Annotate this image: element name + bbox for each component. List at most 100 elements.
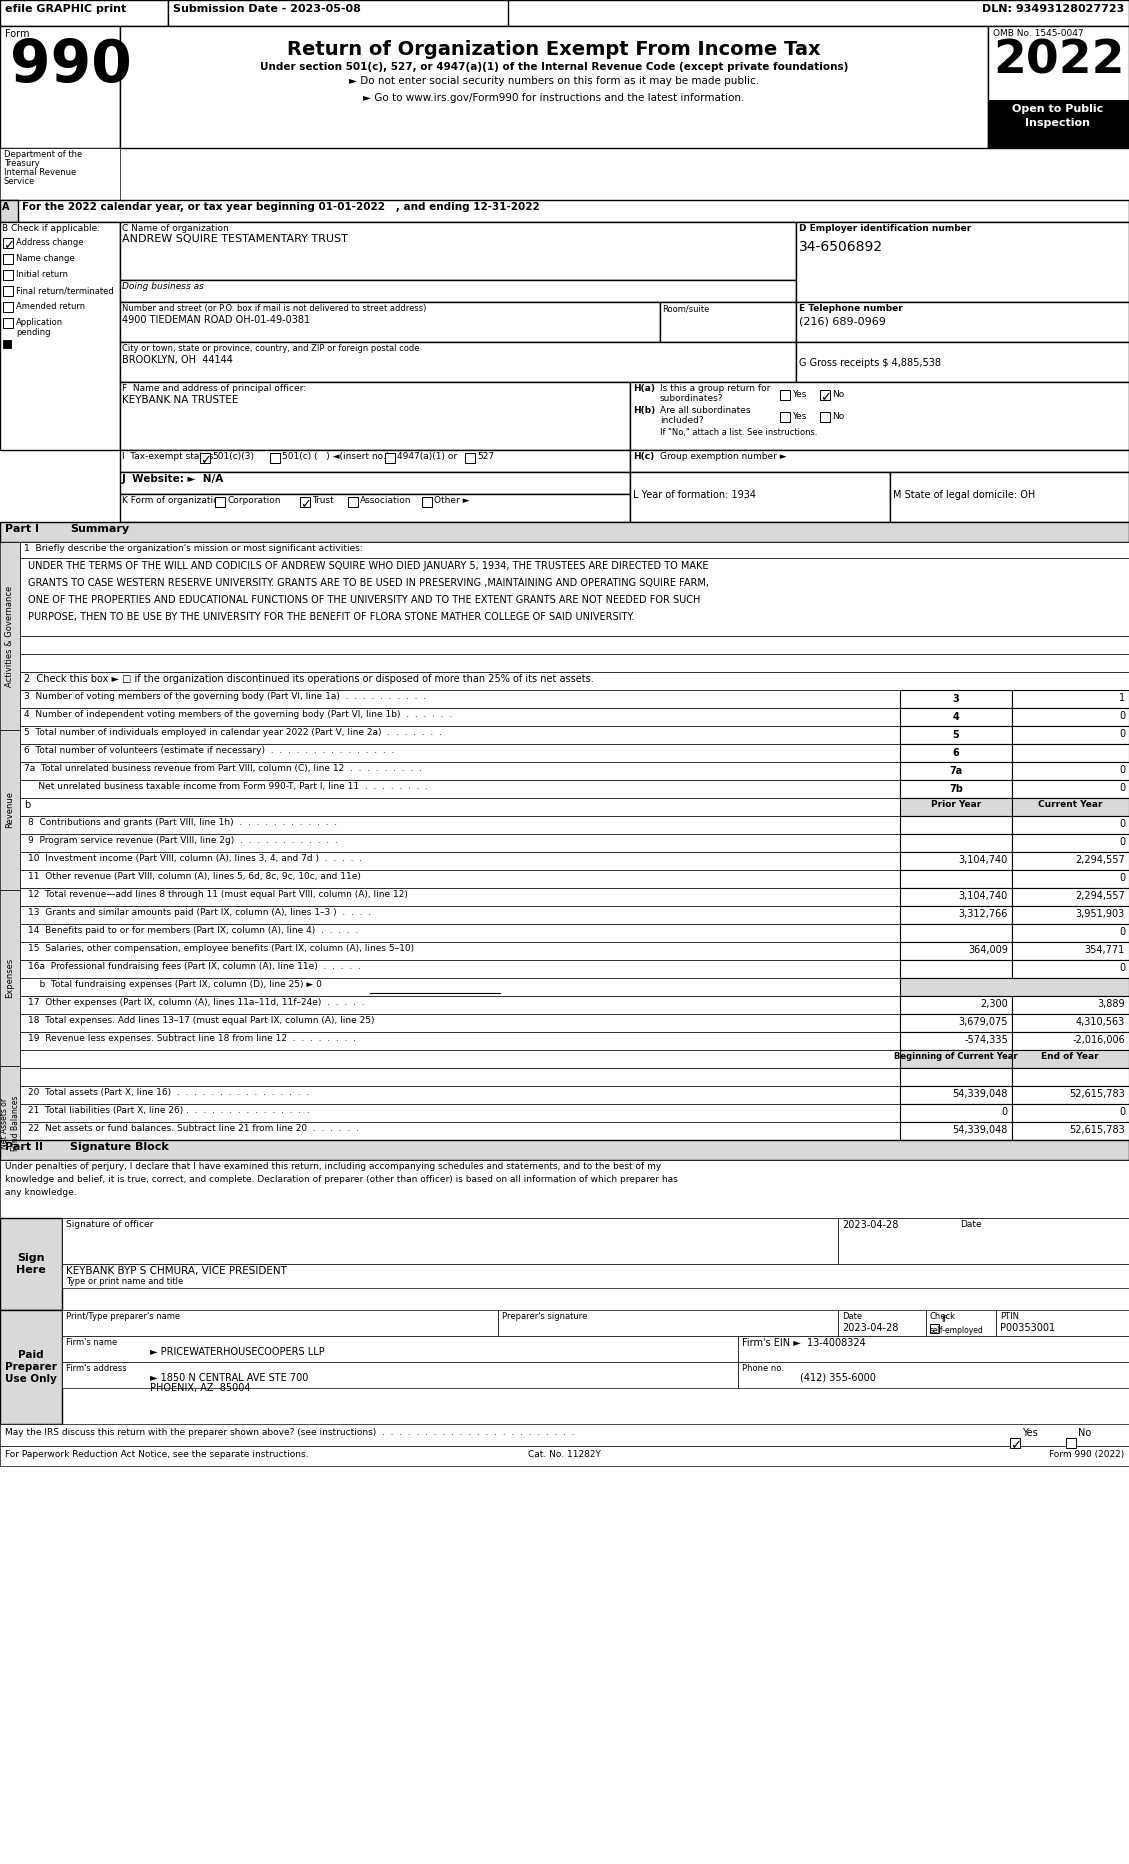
- Text: 3  Number of voting members of the governing body (Part VI, line 1a)  .  .  .  .: 3 Number of voting members of the govern…: [24, 692, 426, 701]
- Bar: [120, 26, 988, 147]
- Bar: [0, 731, 20, 889]
- Text: If "No," attach a list. See instructions.: If "No," attach a list. See instructions…: [660, 429, 817, 436]
- Bar: [1012, 816, 1129, 833]
- Bar: [630, 472, 890, 522]
- Bar: [796, 341, 1129, 382]
- Bar: [62, 1310, 498, 1336]
- Bar: [0, 0, 1129, 26]
- Text: PURPOSE, THEN TO BE USE BY THE UNIVERSITY FOR THE BENEFIT OF FLORA STONE MATHER : PURPOSE, THEN TO BE USE BY THE UNIVERSIT…: [28, 611, 634, 623]
- Text: Internal Revenue: Internal Revenue: [5, 168, 77, 177]
- Text: Inspection: Inspection: [1025, 117, 1091, 129]
- Text: included?: included?: [660, 416, 703, 425]
- Text: Submission Date - 2023-05-08: Submission Date - 2023-05-08: [173, 4, 361, 15]
- Text: Firm's address: Firm's address: [65, 1364, 126, 1374]
- Bar: [1012, 1049, 1129, 1068]
- Text: 4: 4: [953, 712, 960, 721]
- Text: 0: 0: [1119, 818, 1124, 829]
- Text: 15  Salaries, other compensation, employee benefits (Part IX, column (A), lines : 15 Salaries, other compensation, employe…: [28, 943, 414, 953]
- Bar: [20, 906, 900, 925]
- Text: Part II: Part II: [5, 1143, 43, 1152]
- Text: 13  Grants and similar amounts paid (Part IX, column (A), lines 1–3 )  .  .  .  : 13 Grants and similar amounts paid (Part…: [28, 908, 371, 917]
- Bar: [900, 798, 1012, 816]
- Text: Revenue: Revenue: [6, 792, 15, 828]
- Bar: [300, 498, 310, 507]
- Text: 16a  Professional fundraising fees (Part IX, column (A), line 11e)  .  .  .  .  : 16a Professional fundraising fees (Part …: [28, 962, 361, 971]
- Bar: [930, 1323, 939, 1333]
- Text: Current Year: Current Year: [1038, 800, 1102, 809]
- Text: efile GRAPHIC print: efile GRAPHIC print: [5, 4, 126, 15]
- Bar: [900, 960, 1012, 979]
- Text: Phone no.: Phone no.: [742, 1364, 784, 1374]
- Text: 10  Investment income (Part VIII, column (A), lines 3, 4, and 7d )  .  .  .  .  : 10 Investment income (Part VIII, column …: [28, 854, 362, 863]
- Text: Open to Public: Open to Public: [1013, 104, 1104, 114]
- Text: Prior Year: Prior Year: [931, 800, 981, 809]
- Text: F  Name and address of principal officer:: F Name and address of principal officer:: [122, 384, 306, 393]
- Text: 4  Number of independent voting members of the governing body (Part VI, line 1b): 4 Number of independent voting members o…: [24, 710, 453, 720]
- Text: 2,294,557: 2,294,557: [1075, 891, 1124, 900]
- Text: L Year of formation: 1934: L Year of formation: 1934: [633, 490, 756, 500]
- Bar: [900, 1014, 1012, 1033]
- Text: 0: 0: [1119, 1107, 1124, 1117]
- Bar: [385, 453, 395, 462]
- Bar: [1012, 870, 1129, 887]
- Bar: [0, 889, 20, 1066]
- Bar: [20, 779, 900, 798]
- Text: 3,104,740: 3,104,740: [959, 891, 1008, 900]
- Bar: [0, 1446, 1129, 1465]
- Text: Expenses: Expenses: [6, 958, 15, 997]
- Bar: [20, 833, 900, 852]
- Bar: [900, 762, 1012, 779]
- Bar: [900, 941, 1012, 960]
- Bar: [0, 222, 120, 449]
- Bar: [1012, 852, 1129, 870]
- Bar: [3, 339, 11, 349]
- Text: 2,300: 2,300: [980, 999, 1008, 1008]
- Text: -2,016,006: -2,016,006: [1073, 1035, 1124, 1046]
- Text: 22  Net assets or fund balances. Subtract line 21 from line 20  .  .  .  .  .  .: 22 Net assets or fund balances. Subtract…: [28, 1124, 359, 1133]
- Text: Firm's EIN ►  13-4008324: Firm's EIN ► 13-4008324: [742, 1338, 866, 1348]
- Text: 34-6506892: 34-6506892: [799, 240, 883, 254]
- Text: -574,335: -574,335: [964, 1035, 1008, 1046]
- Text: 0: 0: [1119, 964, 1124, 973]
- Bar: [900, 995, 1012, 1014]
- Bar: [120, 280, 796, 302]
- Bar: [1012, 1103, 1129, 1122]
- Text: 14  Benefits paid to or for members (Part IX, column (A), line 4)  .  .  .  .  .: 14 Benefits paid to or for members (Part…: [28, 926, 358, 936]
- Text: PTIN: PTIN: [1000, 1312, 1019, 1322]
- Bar: [1066, 1437, 1076, 1448]
- Text: Department of the: Department of the: [5, 149, 82, 158]
- Bar: [0, 26, 120, 147]
- Text: Signature Block: Signature Block: [70, 1143, 168, 1152]
- Text: 2  Check this box ► □ if the organization discontinued its operations or dispose: 2 Check this box ► □ if the organization…: [24, 675, 594, 684]
- Text: Paid
Preparer
Use Only: Paid Preparer Use Only: [5, 1350, 56, 1383]
- Bar: [120, 494, 630, 522]
- Text: C Name of organization: C Name of organization: [122, 224, 229, 233]
- Text: Is this a group return for: Is this a group return for: [660, 384, 770, 393]
- Bar: [900, 887, 1012, 906]
- Text: Check: Check: [930, 1312, 956, 1322]
- Bar: [120, 222, 796, 280]
- Text: 4,310,563: 4,310,563: [1076, 1018, 1124, 1027]
- Text: 18  Total expenses. Add lines 13–17 (must equal Part IX, column (A), line 25): 18 Total expenses. Add lines 13–17 (must…: [28, 1016, 375, 1025]
- Text: 2,294,557: 2,294,557: [1075, 856, 1124, 865]
- Text: Number and street (or P.O. box if mail is not delivered to street address): Number and street (or P.O. box if mail i…: [122, 304, 427, 313]
- Bar: [996, 1310, 1129, 1336]
- Bar: [3, 270, 14, 280]
- Text: 0: 0: [1119, 783, 1124, 792]
- Text: City or town, state or province, country, and ZIP or foreign postal code: City or town, state or province, country…: [122, 345, 420, 352]
- Text: No: No: [832, 412, 844, 421]
- Bar: [780, 390, 790, 401]
- Text: 1: 1: [1119, 693, 1124, 703]
- Bar: [900, 1103, 1012, 1122]
- Bar: [20, 690, 900, 708]
- Text: A: A: [2, 201, 9, 212]
- Bar: [1012, 762, 1129, 779]
- Bar: [62, 1217, 838, 1264]
- Bar: [20, 995, 900, 1014]
- Text: 54,339,048: 54,339,048: [953, 1089, 1008, 1100]
- Text: G Gross receipts $ 4,885,538: G Gross receipts $ 4,885,538: [799, 358, 940, 367]
- Bar: [630, 382, 1129, 449]
- Bar: [988, 101, 1129, 147]
- Text: I  Tax-exempt status:: I Tax-exempt status:: [122, 451, 217, 460]
- Text: 5  Total number of individuals employed in calendar year 2022 (Part V, line 2a) : 5 Total number of individuals employed i…: [24, 729, 441, 736]
